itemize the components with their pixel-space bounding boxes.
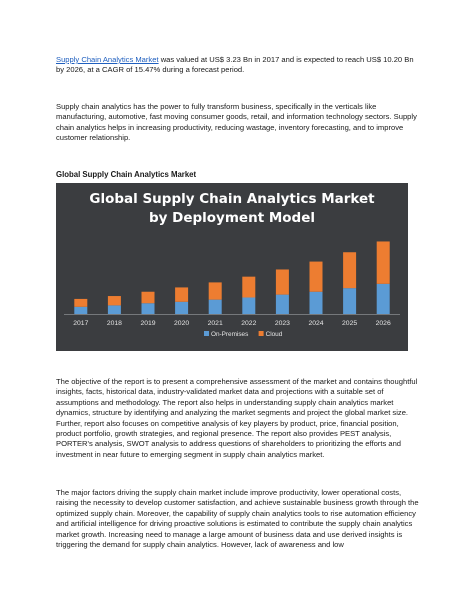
x-tick-label: 2019 — [140, 320, 155, 327]
x-tick-label: 2022 — [241, 320, 256, 327]
bar-cloud — [107, 296, 121, 306]
bar-on-premises — [74, 306, 88, 314]
chart-svg: Global Supply Chain Analytics Market by D… — [64, 191, 400, 338]
bar-on-premises — [107, 305, 121, 314]
chart-title-line: by Deployment Model — [149, 210, 315, 226]
bar-on-premises — [208, 299, 222, 314]
bar-cloud — [141, 291, 155, 304]
x-tick-label: 2026 — [376, 320, 391, 327]
bar-cloud — [343, 252, 357, 289]
bar-cloud — [376, 241, 390, 284]
x-tick-label: 2018 — [107, 320, 122, 327]
bar-cloud — [208, 282, 222, 300]
section-heading: Global Supply Chain Analytics Market — [56, 170, 197, 179]
bar-on-premises — [141, 303, 155, 314]
market-link[interactable]: Supply Chain Analytics Market — [56, 55, 159, 64]
bar-cloud — [309, 261, 323, 292]
bar-on-premises — [309, 291, 323, 314]
bar-cloud — [275, 269, 289, 295]
x-tick-label: 2020 — [174, 320, 189, 327]
x-tick-label: 2021 — [208, 320, 223, 327]
bar-on-premises — [275, 294, 289, 314]
x-tick-label: 2025 — [342, 320, 357, 327]
objective-paragraph: The objective of the report is to presen… — [56, 377, 418, 459]
legend-label: On-Premises — [211, 331, 248, 338]
bar-on-premises — [242, 297, 256, 314]
legend-swatch — [258, 331, 264, 336]
intro-paragraph: Supply Chain Analytics Market was valued… — [56, 55, 420, 76]
bar-on-premises — [376, 283, 390, 314]
bar-cloud — [175, 287, 189, 302]
bar-on-premises — [343, 288, 357, 314]
x-tick-label: 2024 — [308, 320, 323, 327]
market-chart: Global Supply Chain Analytics Market by D… — [56, 183, 408, 351]
chart-title-line: Global Supply Chain Analytics Market — [89, 191, 375, 207]
bar-on-premises — [175, 301, 189, 314]
bar-cloud — [242, 276, 256, 298]
bar-cloud — [74, 298, 88, 307]
x-tick-label: 2023 — [275, 320, 290, 327]
intro-text: was valued at US$ 3.23 Bn in 2017 and is… — [56, 55, 414, 75]
drivers-paragraph: The major factors driving the supply cha… — [56, 488, 419, 550]
x-tick-label: 2017 — [73, 320, 88, 327]
legend-label: Cloud — [266, 331, 283, 338]
overview-paragraph: Supply chain analytics has the power to … — [56, 102, 417, 143]
legend-swatch — [204, 331, 209, 336]
